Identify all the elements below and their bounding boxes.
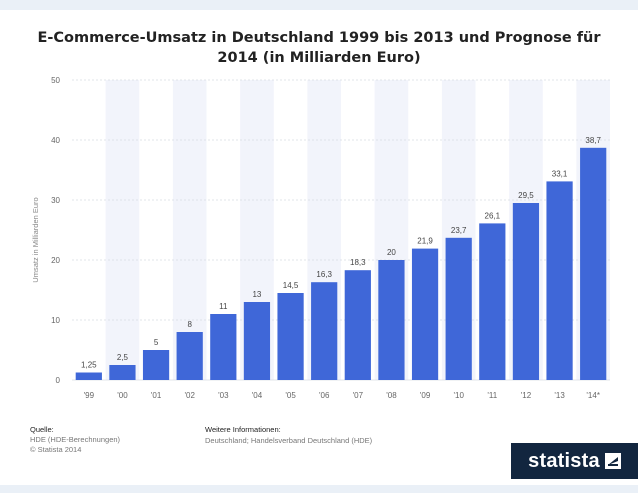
brand-name: statista [528,449,600,472]
bar [445,237,472,380]
value-label: 11 [219,302,228,311]
x-tick-label: '04 [252,391,263,400]
y-axis-label: Umsatz in Milliarden Euro [31,197,40,282]
bar [580,147,607,380]
value-label: 23,7 [451,226,467,235]
x-tick-label: '03 [218,391,229,400]
chart-title: E-Commerce-Umsatz in Deutschland 1999 bi… [37,30,601,66]
y-tick-label: 30 [51,196,60,205]
bar [277,293,304,380]
y-tick-label: 40 [51,136,60,145]
chart-slide: E-Commerce-Umsatz in Deutschland 1999 bi… [0,10,638,485]
x-tick-label: '07 [353,391,364,400]
bar [142,350,170,380]
value-label: 21,9 [417,237,433,246]
x-tick-label: '05 [285,391,296,400]
value-label: 14,5 [283,281,299,290]
value-label: 5 [154,338,159,347]
y-tick-label: 0 [56,376,61,385]
statista-mark-icon [604,453,621,469]
value-labels: 1,25 2,5 5 8 11 13 14,5 16,3 18,3 20 21,9 23,7 26,1 2… [81,136,601,370]
x-tick-label: '00 [117,391,128,400]
value-label: 26,1 [485,211,501,220]
info-heading: Weitere Informationen: [205,425,281,434]
bar [512,203,540,380]
bar [75,372,102,380]
value-label: 8 [187,320,192,329]
value-label: 29,5 [518,191,534,200]
bar [411,248,439,380]
source-line: HDE (HDE-Berechnungen) [30,435,121,444]
value-label: 16,3 [316,270,332,279]
x-tick-label: '10 [453,391,464,400]
bar [311,282,338,380]
x-tick-label: '11 [487,391,497,400]
x-tick-label: '06 [319,391,330,400]
x-tick-label: '02 [184,391,195,400]
value-label: 2,5 [117,353,129,362]
statista-logo[interactable]: statista [511,443,638,479]
y-tick-label: 10 [51,316,60,325]
x-tick-label: '14* [586,391,600,400]
x-tick-label: '12 [521,391,532,400]
bar-chart: 0 10 20 30 40 50 1,25 2,5 5 8 11 13 14,5 16,3 18,3 20 2… [31,76,610,400]
value-label: 33,1 [552,169,568,178]
x-tick-label: '08 [386,391,397,400]
y-tick-label: 20 [51,256,60,265]
x-tick-label: '01 [151,391,162,400]
bar [243,302,271,380]
page-bottom-strip [0,485,638,493]
x-axis-labels: '99 '00 '01 '02 '03 '04 '05 '06 '07 '08 '09 '10 '11 '… [84,391,600,400]
value-label: 1,25 [81,361,97,370]
copyright-line: © Statista 2014 [30,445,82,454]
bar [176,332,203,380]
info-line: Deutschland; Handelsverband Deutschland … [205,436,373,445]
y-axis-ticks: 0 10 20 30 40 50 [51,76,60,385]
x-tick-label: '09 [420,391,431,400]
bars [75,147,607,380]
value-label: 20 [387,248,396,257]
x-tick-label: '13 [554,391,565,400]
x-tick-label: '99 [84,391,95,400]
bar [378,260,405,380]
bar [479,223,506,380]
column-band [172,80,207,380]
bar [109,365,136,380]
column-band [105,80,140,380]
bar [344,270,371,380]
bar [210,314,237,380]
source-heading: Quelle: [30,425,54,434]
value-label: 18,3 [350,258,366,267]
value-label: 13 [252,290,261,299]
bar [546,181,573,380]
value-label: 38,7 [585,136,601,145]
y-tick-label: 50 [51,76,60,85]
